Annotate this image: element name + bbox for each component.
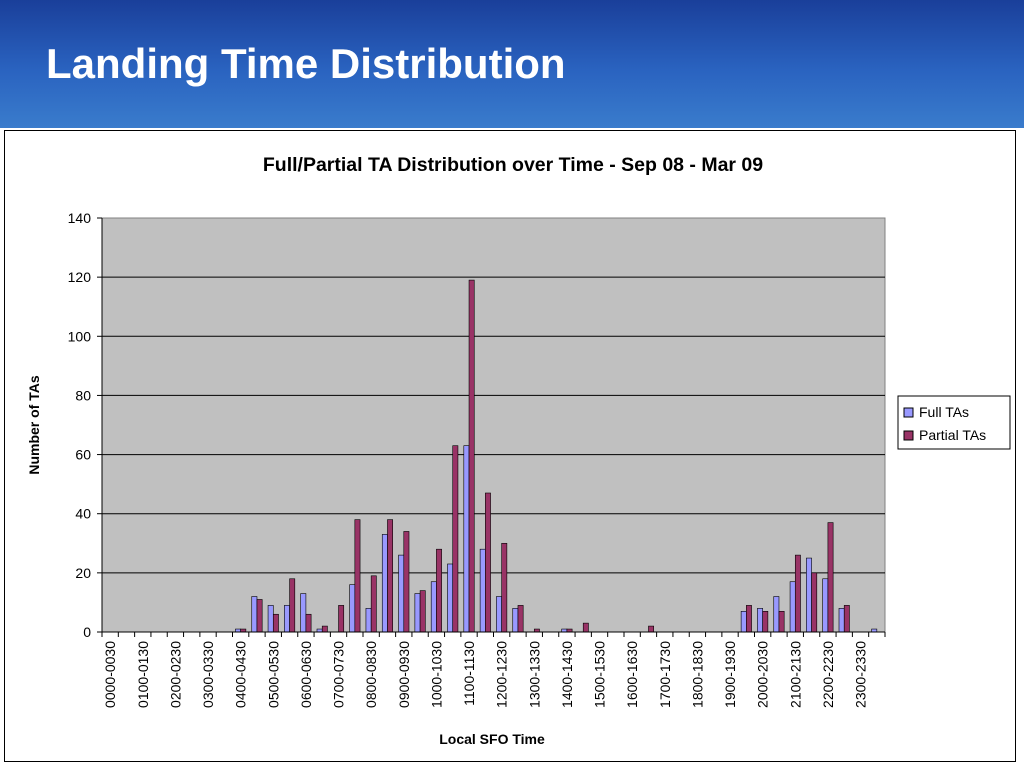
bar-partial-tas — [354, 519, 361, 633]
bar-partial-tas — [272, 613, 279, 633]
x-tick-label: 2200-2230 — [820, 641, 836, 708]
bar-partial-tas — [762, 610, 769, 633]
bar-partial-tas — [582, 622, 589, 633]
bar-partial-tas — [501, 542, 508, 633]
y-tick-label: 0 — [83, 624, 91, 640]
x-tick-label: 1100-1130 — [461, 641, 477, 706]
legend-swatch-full-tas — [903, 407, 914, 418]
chart-svg: Full/Partial TA Distribution over Time -… — [26, 154, 1011, 747]
legend-label-partial-tas: Partial TAs — [919, 427, 986, 443]
legend-box — [897, 395, 1011, 450]
x-tick-label: 1800-1830 — [689, 641, 705, 708]
bar-partial-tas — [305, 613, 312, 633]
bar-full-tas — [414, 593, 421, 633]
bar-partial-tas — [403, 531, 410, 633]
bar-full-tas — [300, 593, 307, 633]
legend-swatch-partial-tas — [903, 430, 914, 441]
bars — [235, 279, 878, 633]
y-axis-label: Number of TAs — [26, 375, 42, 475]
x-tick-label: 0700-0730 — [331, 641, 347, 708]
bar-partial-tas — [370, 575, 377, 633]
bar-partial-tas — [485, 492, 491, 633]
x-tick-label: 1600-1630 — [624, 641, 640, 708]
x-tick-label: 0100-0130 — [135, 641, 151, 708]
bar-full-tas — [822, 578, 829, 633]
slide-header — [0, 0, 1024, 128]
y-tick-label: 20 — [75, 565, 91, 581]
x-tick-label: 0800-0830 — [363, 641, 379, 708]
bar-partial-tas — [321, 625, 328, 633]
bar-full-tas — [447, 563, 454, 633]
x-tick-label: 1500-1530 — [592, 641, 608, 708]
bar-full-tas — [740, 610, 747, 633]
bar-full-tas — [773, 596, 780, 633]
bar-full-tas — [757, 608, 763, 633]
y-tick-label: 40 — [75, 506, 91, 522]
x-tick-label: 0600-0630 — [298, 641, 314, 708]
bar-full-tas — [381, 534, 388, 633]
y-tick-label: 60 — [75, 447, 91, 463]
x-tick-label: 0900-0930 — [396, 641, 412, 708]
bar-partial-tas — [256, 599, 263, 633]
bar-full-tas — [267, 605, 274, 633]
bar-full-tas — [349, 584, 356, 633]
bar-partial-tas — [517, 605, 524, 633]
legend-label-full-tas: Full TAs — [919, 404, 969, 420]
bar-full-tas — [496, 596, 502, 633]
plot-area — [101, 217, 886, 633]
bar-partial-tas — [338, 605, 345, 633]
bar-full-tas — [251, 596, 258, 633]
bar-partial-tas — [648, 625, 654, 633]
x-tick-label: 2300-2330 — [853, 641, 869, 708]
y-axis: 0 20 40 60 80 100 120 140 — [68, 210, 103, 640]
bar-full-tas — [838, 608, 845, 633]
chart-title: Full/Partial TA Distribution over Time -… — [263, 154, 763, 176]
bar-full-tas — [284, 605, 290, 633]
bar-full-tas — [479, 548, 486, 633]
x-tick-label: 1000-1030 — [428, 641, 444, 708]
x-axis: 0000-0030 0100-0130 0200-0230 0300-0330 0400… — [101, 631, 886, 708]
x-tick-label: 1200-1230 — [494, 641, 510, 708]
y-tick-label: 120 — [68, 269, 92, 285]
bar-partial-tas — [843, 605, 850, 633]
x-tick-label: 2100-2130 — [787, 641, 803, 708]
x-tick-label: 1900-1930 — [722, 641, 738, 708]
x-tick-label: 2000-2030 — [755, 641, 771, 708]
x-tick-label: 1400-1430 — [559, 641, 575, 708]
bar-full-tas — [806, 557, 812, 633]
bar-partial-tas — [452, 445, 459, 633]
bar-partial-tas — [778, 610, 785, 633]
bar-partial-tas — [746, 605, 752, 633]
x-axis-label: Local SFO Time — [439, 731, 545, 747]
x-tick-label: 0000-0030 — [102, 641, 118, 708]
bar-partial-tas — [387, 519, 393, 633]
x-tick-label: 0300-0330 — [200, 641, 216, 708]
bar-partial-tas — [289, 578, 296, 633]
y-tick-label: 100 — [68, 328, 92, 344]
bar-full-tas — [512, 608, 519, 633]
x-tick-label: 0500-0530 — [265, 641, 281, 708]
slide-title: Landing Time Distribution — [46, 40, 566, 87]
bar-partial-tas — [811, 572, 818, 633]
bar-full-tas — [365, 608, 372, 633]
bar-partial-tas — [468, 279, 475, 633]
x-tick-label: 1300-1330 — [526, 641, 542, 708]
y-tick-label: 140 — [68, 210, 92, 226]
x-tick-label: 0400-0430 — [233, 641, 249, 708]
chart-frame: Full/Partial TA Distribution over Time -… — [4, 130, 1016, 762]
bar-partial-tas — [794, 554, 801, 633]
bar-full-tas — [789, 581, 796, 633]
bar-full-tas — [463, 445, 470, 633]
bar-partial-tas — [436, 548, 442, 633]
y-tick-label: 80 — [75, 387, 91, 403]
bar-full-tas — [398, 554, 405, 633]
legend: Full TAs Partial TAs — [897, 395, 1011, 450]
bar-partial-tas — [827, 522, 834, 633]
x-tick-label: 1700-1730 — [657, 641, 673, 708]
gridlines — [102, 276, 885, 574]
x-tick-label: 0200-0230 — [167, 641, 183, 708]
bar-partial-tas — [419, 590, 426, 633]
bar-full-tas — [430, 581, 437, 633]
